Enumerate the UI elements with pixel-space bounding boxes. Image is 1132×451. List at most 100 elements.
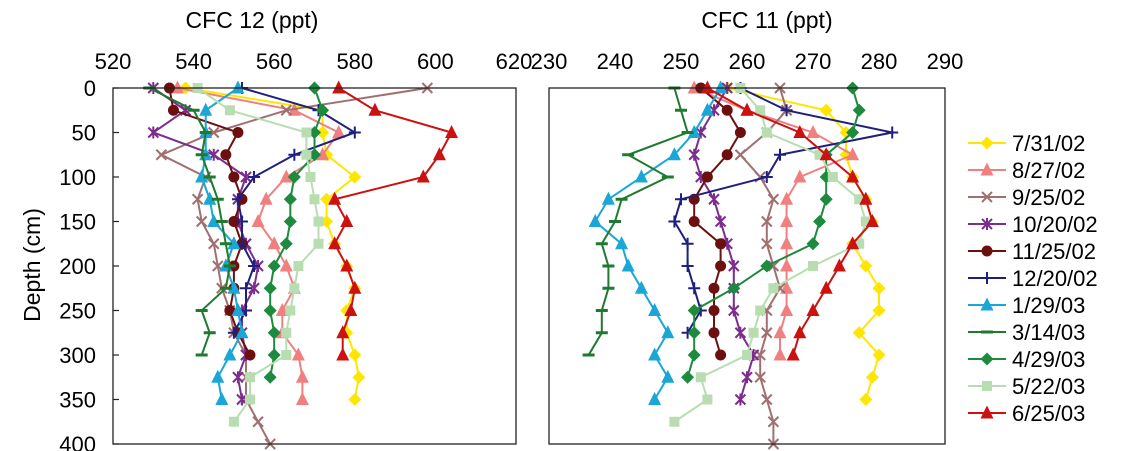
cfc12-data-point [352, 370, 366, 384]
cfc12-y-tick-label: 50 [72, 121, 96, 146]
cfc12-data-point [245, 394, 256, 405]
cfc12-data-point [231, 303, 245, 316]
cfc12-data-point [239, 282, 252, 295]
cfc11-data-point [806, 237, 820, 251]
cfc12-data-point [445, 125, 459, 138]
cfc11-data-point [687, 125, 701, 138]
cfc11-data-point [819, 280, 833, 294]
cfc11-data-point [734, 393, 747, 406]
cfc11-data-point [813, 215, 827, 228]
cfc11-data-point [748, 327, 759, 338]
cfc11-data-point [648, 392, 662, 405]
cfc12-data-point [348, 348, 362, 362]
cfc12-panel: CFC 12 (ppt) Depth (cm) 520 540 560 580 600 6… [19, 7, 532, 451]
cfc12-data-point [203, 191, 217, 205]
legend-swatch-marker [981, 218, 993, 230]
cfc12-y-tick-label: 100 [59, 165, 96, 190]
cfc12-data-point [147, 126, 160, 139]
cfc12-data-point [281, 327, 292, 338]
cfc12-data-point [305, 172, 316, 182]
cfc12-data-point [199, 102, 213, 116]
cfc12-y-ticks: 0 50 100 150 200 250 300 350 400 [59, 76, 119, 451]
cfc11-data-point [728, 260, 740, 272]
cfc12-data-point [263, 304, 277, 317]
cfc11-data-point [668, 215, 681, 228]
cfc12-data-point [316, 103, 330, 117]
cfc12-data-point [244, 349, 256, 361]
cfc11-data-point [708, 327, 720, 339]
cfc12-data-point [285, 305, 296, 316]
cfc11-data-point [808, 261, 818, 271]
cfc12-axis-title: CFC 12 (ppt) [186, 7, 319, 33]
cfc12-data-point [348, 126, 361, 139]
cfc11-data-point [846, 169, 860, 183]
cfc12-data-point [328, 191, 342, 205]
cfc11-series-12/20/02 [668, 82, 899, 339]
cfc12-data-point [232, 127, 244, 138]
cfc12-series-1/29/03 [195, 80, 249, 405]
cfc11-x-tick-label: 280 [861, 49, 898, 74]
cfc12-data-point [208, 238, 220, 250]
cfc11-data-point [661, 325, 675, 339]
cfc11-data-point [872, 304, 886, 317]
cfc11-data-point [780, 303, 794, 316]
cfc12-x-tick-label: 540 [175, 49, 212, 74]
cfc11-data-point [728, 304, 740, 317]
cfc11-data-point [819, 103, 833, 117]
cfc11-data-point [760, 259, 774, 273]
cfc12-data-point [295, 369, 309, 383]
cfc11-data-point [872, 348, 886, 362]
cfc11-data-point [648, 303, 662, 316]
cfc11-data-point [780, 214, 794, 227]
cfc12-y-tick-label: 200 [59, 254, 96, 279]
legend-item: 1/29/03 [968, 293, 1085, 318]
cfc11-plot-frame [548, 87, 946, 445]
cfc12-y-tick-label: 250 [59, 299, 96, 324]
cfc11-data-point [700, 102, 714, 116]
cfc12-data-point [279, 258, 293, 272]
cfc12-data-point [211, 369, 225, 383]
cfc12-data-point [263, 370, 277, 384]
cfc12-data-point [228, 171, 240, 183]
cfc12-data-point [267, 259, 281, 273]
cfc12-data-point [267, 348, 281, 362]
cfc11-x-tick-label: 250 [663, 49, 700, 74]
cfc11-data-point [860, 216, 871, 227]
cfc12-data-point [287, 170, 301, 184]
cfc11-x-ticks: 230 240 250 260 270 280 290 [531, 49, 964, 74]
cfc11-data-point [715, 260, 727, 272]
cfc11-series-line [673, 87, 867, 423]
legend-label: 3/14/03 [1012, 320, 1085, 345]
cfc11-data-point [708, 193, 720, 206]
cfc12-data-point [313, 216, 324, 227]
cfc12-x-tick-label: 520 [95, 49, 132, 74]
cfc11-data-point [827, 172, 838, 182]
cfc12-data-point [252, 416, 264, 428]
legend-item: 6/25/03 [968, 401, 1085, 426]
depth-axis-title: Depth (cm) [19, 208, 45, 322]
cfc11-data-point [859, 259, 873, 273]
legend-item: 12/20/02 [968, 266, 1098, 291]
legend-item: 11/25/02 [968, 239, 1096, 264]
cfc11-series-3/14/03 [582, 86, 694, 357]
cfc11-data-point [793, 169, 807, 183]
cfc12-series-6/25/03 [328, 80, 459, 361]
cfc12-data-point [215, 392, 229, 405]
legend-swatch-marker [980, 405, 994, 419]
cfc11-data-point [846, 126, 860, 139]
cfc12-data-point [155, 149, 168, 161]
cfc11-data-point [667, 147, 681, 161]
cfc11-data-point [661, 369, 675, 383]
cfc11-data-point [688, 216, 700, 227]
cfc12-data-point [263, 281, 277, 295]
cfc11-data-point [754, 371, 766, 383]
cfc12-data-point [295, 392, 309, 405]
cfc11-series-8/27/02 [687, 80, 860, 361]
cfc11-x-tick-label: 260 [729, 49, 766, 74]
cfc11-x-tick-label: 290 [927, 49, 964, 74]
cfc12-data-point [240, 171, 252, 183]
cfc12-x-tick-label: 580 [336, 49, 373, 74]
cfc12-data-point [289, 283, 300, 294]
cfc12-data-point [336, 325, 350, 339]
cfc11-data-point [734, 326, 747, 339]
